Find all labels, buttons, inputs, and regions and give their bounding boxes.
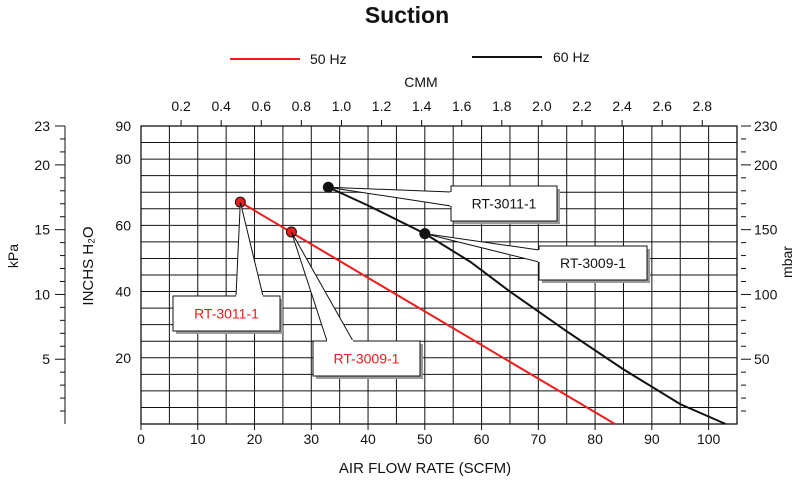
legend: 50 Hz 60 Hz: [230, 49, 590, 67]
mbar-tick-label: 50: [754, 351, 770, 367]
x-tick-label: 30: [303, 431, 319, 447]
mbar-tick-label: 150: [754, 222, 778, 238]
mbar-axis-label: mbar: [779, 246, 795, 278]
axes: 0 10 20 30 40 50 60 70 80 90 100 20 40 60 80 90 0.2 0.4 0.…: [34, 98, 777, 447]
kpa-axis-label: kPa: [5, 244, 21, 268]
cmm-tick-label: 1.4: [412, 98, 432, 114]
top-axis-label: CMM: [404, 74, 437, 90]
cmm-tick-label: 2.6: [652, 98, 672, 114]
x-tick-label: 100: [697, 431, 721, 447]
mbar-tick-label: 100: [754, 286, 778, 302]
callout-label: RT-3009-1: [334, 351, 400, 367]
callout-leader: [235, 202, 264, 297]
kpa-tick-label: 20: [34, 157, 50, 173]
cmm-tick-label: 2.4: [612, 98, 632, 114]
kpa-tick-label: 23: [34, 118, 50, 134]
cmm-tick-label: 0.6: [252, 98, 272, 114]
cmm-tick-label: 1.2: [372, 98, 392, 114]
y-tick-label: 40: [115, 284, 131, 300]
x-tick-label: 50: [417, 431, 433, 447]
callouts: RT-3011-1 RT-3009-1 RT-3011-1 RT-3009-1: [172, 185, 650, 379]
cmm-tick-label: 2.0: [532, 98, 552, 114]
y-tick-label: 80: [115, 151, 131, 167]
series-line-50hz: [239, 201, 616, 425]
mbar-tick-label: 200: [754, 157, 778, 173]
callout-label: RT-3011-1: [472, 196, 537, 212]
kpa-tick-label: 10: [34, 286, 50, 302]
kpa-tick-label: 5: [42, 351, 50, 367]
kpa-tick-label: 15: [34, 222, 50, 238]
x-tick-label: 60: [474, 431, 490, 447]
x-tick-label: 40: [360, 431, 376, 447]
cmm-tick-label: 1.0: [332, 98, 352, 114]
callout-box: [312, 340, 421, 377]
y-tick-label: 20: [115, 350, 131, 366]
callout-box: [172, 295, 281, 332]
series-line-60hz: [327, 186, 727, 425]
cmm-tick-label: 0.2: [171, 98, 191, 114]
x-tick-label: 90: [644, 431, 660, 447]
cmm-tick-label: 0.4: [211, 98, 231, 114]
y-tick-label: 90: [115, 118, 131, 134]
x-tick-label: 70: [531, 431, 547, 447]
chart-title: Suction: [365, 2, 449, 28]
x-axis-label: AIR FLOW RATE (SCFM): [339, 460, 511, 477]
callout-box: [450, 185, 558, 222]
cmm-tick-label: 1.8: [492, 98, 512, 114]
legend-label-50hz: 50 Hz: [310, 51, 347, 67]
cmm-tick-label: 2.2: [572, 98, 592, 114]
callout-box: [538, 245, 648, 281]
x-tick-label: 20: [247, 431, 263, 447]
x-tick-label: 10: [190, 431, 206, 447]
y-tick-label: 60: [115, 217, 131, 233]
cmm-tick-label: 0.8: [292, 98, 312, 114]
callout-label: RT-3011-1: [194, 306, 259, 322]
x-tick-label: 0: [137, 431, 145, 447]
plot-grid: [140, 125, 738, 425]
callout-label: RT-3009-1: [560, 255, 626, 271]
cmm-tick-label: 2.8: [693, 98, 713, 114]
legend-label-60hz: 60 Hz: [553, 49, 590, 65]
y-axis-label: INCHS H₂O: [80, 226, 97, 305]
plot-frame: [140, 125, 738, 425]
cmm-tick-label: 1.6: [452, 98, 472, 114]
mbar-tick-label: 230: [754, 118, 778, 134]
x-tick-label: 80: [587, 431, 603, 447]
